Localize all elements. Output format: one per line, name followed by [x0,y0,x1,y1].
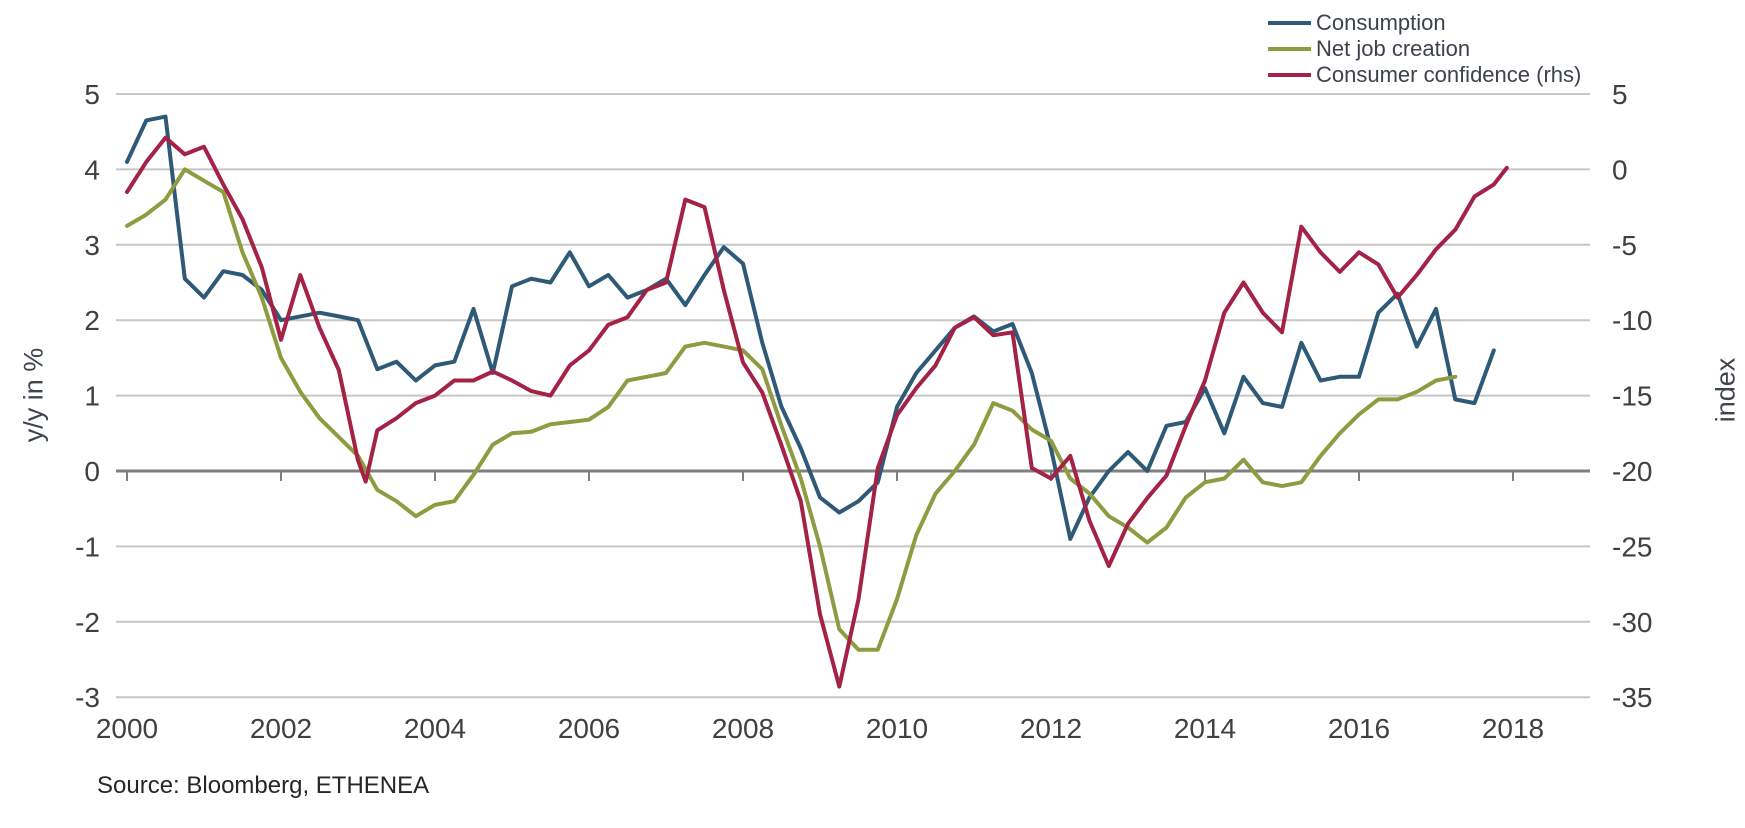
x-axis-tick-label: 2000 [96,713,158,744]
left-axis-tick-label: -3 [75,682,100,713]
left-axis-tick-label: 0 [84,456,100,487]
left-axis-tick-label: 3 [84,230,100,261]
x-axis-tick-label: 2012 [1020,713,1082,744]
legend-item: Consumption [1268,10,1581,36]
right-axis-tick-label: 5 [1612,79,1628,110]
legend-label: Consumption [1316,10,1446,35]
x-axis-tick-label: 2010 [866,713,928,744]
consumption-legend-swatch-icon [1268,21,1311,25]
consumer-confidence-rhs-legend-swatch-icon [1268,73,1311,77]
right-axis-tick-label: 0 [1612,154,1628,185]
right-axis-tick-label: -30 [1612,607,1652,638]
legend-label: Consumer confidence (rhs) [1316,62,1582,87]
right-axis-tick-label: -5 [1612,230,1637,261]
x-axis-tick-label: 2002 [250,713,312,744]
left-axis-tick-label: 2 [84,305,100,336]
legend-label: Net job creation [1316,36,1471,61]
x-axis-tick-label: 2008 [712,713,774,744]
x-axis-tick-label: 2004 [404,713,466,744]
net-job-creation-legend-swatch-icon [1268,47,1311,51]
legend: Consumption Net job creation Consumer conf… [1268,10,1581,88]
right-axis-tick-label: -35 [1612,682,1652,713]
legend-item: Net job creation [1268,36,1581,62]
left-axis-tick-label: 1 [84,381,100,412]
x-axis-tick-label: 2018 [1482,713,1544,744]
left-axis-tick-label: 5 [84,79,100,110]
right-axis-tick-label: -20 [1612,456,1652,487]
left-axis-tick-label: -1 [75,531,100,562]
right-axis-title: index [1710,357,1741,423]
left-axis-title: y/y in % [18,347,49,443]
consumer-confidence-rhs-line [125,135,1509,689]
x-axis-tick-label: 2006 [558,713,620,744]
legend-item: Consumer confidence (rhs) [1268,62,1581,88]
right-axis-tick-label: -15 [1612,381,1652,412]
net-job-creation-line [125,167,1458,652]
right-axis-tick-label: -25 [1612,531,1652,562]
left-axis-tick-label: 4 [84,154,100,185]
left-axis-tick-label: -2 [75,607,100,638]
source-note: Source: Bloomberg, ETHENEA [97,772,430,799]
x-axis-tick-label: 2016 [1328,713,1390,744]
x-axis-tick-label: 2014 [1174,713,1236,744]
consumption-line [125,114,1496,541]
right-axis-tick-label: -10 [1612,305,1652,336]
